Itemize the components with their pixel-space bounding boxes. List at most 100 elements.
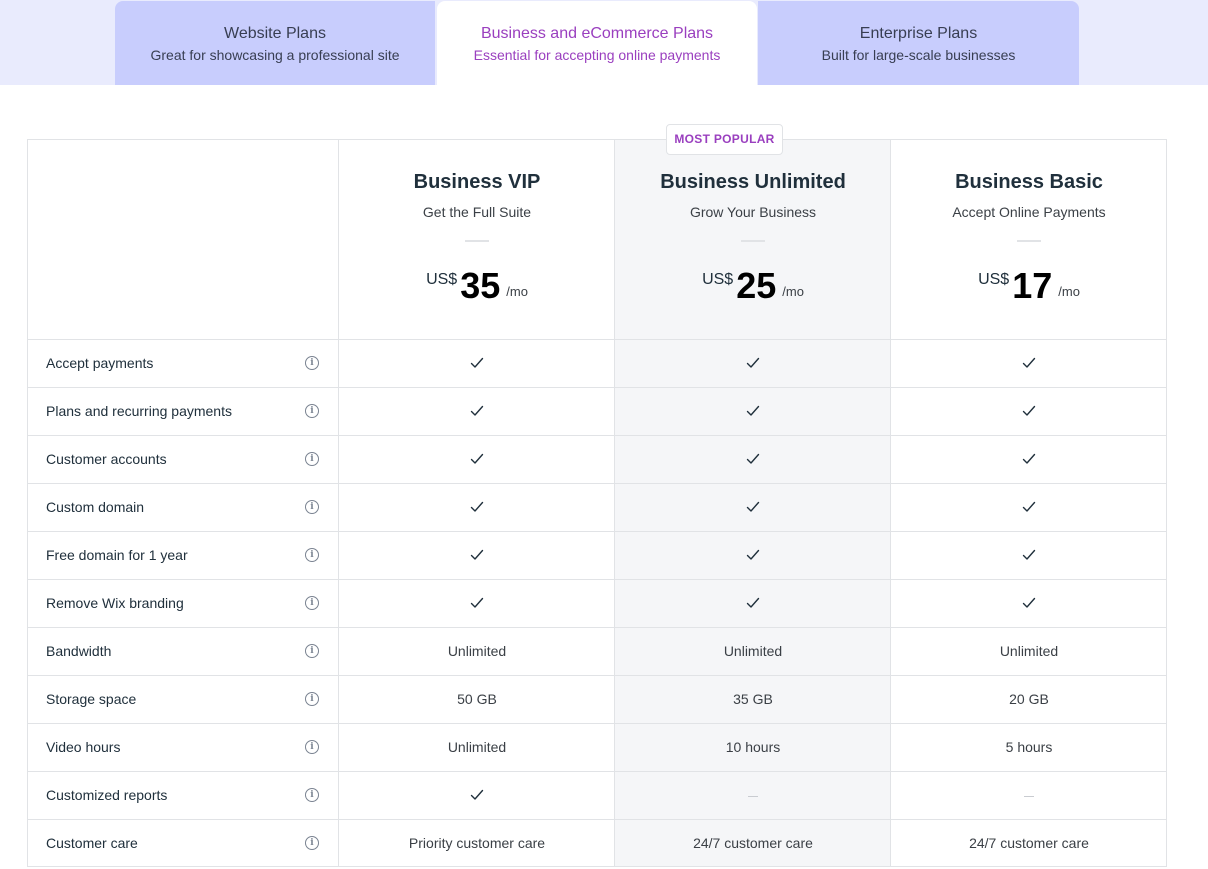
feature-value: Unlimited <box>447 643 507 659</box>
row-divider <box>28 771 1166 772</box>
column-divider <box>890 140 891 866</box>
price-amount: 25 <box>736 265 777 306</box>
price-currency: US$ <box>426 271 458 288</box>
info-icon[interactable]: i <box>305 500 319 514</box>
check-icon <box>891 387 1167 435</box>
check-icon <box>339 339 615 387</box>
check-icon <box>891 531 1167 579</box>
check-icon <box>891 435 1167 483</box>
feature-value: 20 GB <box>1009 691 1049 707</box>
price-amount: 17 <box>1012 265 1053 306</box>
feature-value: 5 hours <box>1005 739 1053 755</box>
column-divider <box>338 140 339 866</box>
tab-title: Business and eCommerce Plans <box>480 25 714 42</box>
column-divider <box>614 140 615 866</box>
info-icon[interactable]: i <box>305 692 319 706</box>
info-icon[interactable]: i <box>305 548 319 562</box>
feature-value: Unlimited <box>723 643 783 659</box>
check-icon <box>339 435 615 483</box>
check-icon <box>339 531 615 579</box>
feature-value: Unlimited <box>999 643 1059 659</box>
tab-subtitle: Essential for accepting online payments <box>473 47 721 63</box>
feature-value: 35 GB <box>733 691 773 707</box>
plan-comparison-table <box>27 139 1167 867</box>
check-icon <box>339 483 615 531</box>
check-icon <box>339 387 615 435</box>
plan-price: US$ 17 /mo <box>891 267 1167 305</box>
check-icon <box>891 339 1167 387</box>
feature-label: Customer care <box>46 835 138 851</box>
plan-name: Business Basic <box>955 171 1103 193</box>
plan-header-business-unlimited: Business Unlimited Grow Your Business US… <box>615 139 891 338</box>
price-period: /mo <box>506 284 528 299</box>
check-icon <box>339 579 615 627</box>
plan-tagline: Grow Your Business <box>689 204 817 220</box>
feature-value: Unlimited <box>447 739 507 755</box>
info-icon[interactable]: i <box>305 404 319 418</box>
price-period: /mo <box>1058 284 1080 299</box>
check-icon <box>615 531 891 579</box>
info-icon[interactable]: i <box>305 740 319 754</box>
feature-row: Custom domain i <box>28 483 1166 531</box>
row-divider <box>28 339 1166 340</box>
plan-price: US$ 35 /mo <box>339 267 615 305</box>
highlighted-plan-column <box>615 140 891 866</box>
check-icon <box>615 579 891 627</box>
feature-label: Accept payments <box>46 355 154 371</box>
feature-label: Remove Wix branding <box>46 595 184 611</box>
feature-row: Accept payments i <box>28 339 1166 387</box>
check-icon <box>615 483 891 531</box>
feature-label: Video hours <box>46 739 121 755</box>
plan-tagline: Get the Full Suite <box>422 204 532 220</box>
feature-row: Customer accounts i <box>28 435 1166 483</box>
row-divider <box>28 483 1166 484</box>
feature-row: Bandwidth i Unlimited Unlimited Unlimited <box>28 627 1166 675</box>
info-icon[interactable]: i <box>305 356 319 370</box>
feature-row: Plans and recurring payments i <box>28 387 1166 435</box>
info-icon[interactable]: i <box>305 452 319 466</box>
row-divider <box>28 819 1166 820</box>
feature-row: Video hours i Unlimited 10 hours 5 hours <box>28 723 1166 771</box>
tab-subtitle: Built for large-scale businesses <box>821 47 1016 63</box>
row-divider <box>28 579 1166 580</box>
plan-divider <box>741 240 765 242</box>
feature-label: Customized reports <box>46 787 168 803</box>
row-divider <box>28 675 1166 676</box>
tab-business-ecommerce-plans[interactable]: Business and eCommerce Plans Essential f… <box>437 1 757 85</box>
row-divider <box>28 627 1166 628</box>
feature-value: 10 hours <box>725 739 781 755</box>
info-icon[interactable]: i <box>305 644 319 658</box>
row-divider <box>28 387 1166 388</box>
info-icon[interactable]: i <box>305 836 319 850</box>
dash-icon <box>891 771 1167 819</box>
plan-tagline: Accept Online Payments <box>952 204 1106 220</box>
plan-name: Business VIP <box>413 171 541 193</box>
check-icon <box>891 483 1167 531</box>
price-period: /mo <box>782 284 804 299</box>
row-divider <box>28 723 1166 724</box>
feature-row: Remove Wix branding i <box>28 579 1166 627</box>
tab-title: Enterprise Plans <box>859 25 978 42</box>
price-currency: US$ <box>978 271 1010 288</box>
feature-row: Storage space i 50 GB 35 GB 20 GB <box>28 675 1166 723</box>
plan-price: US$ 25 /mo <box>615 267 891 305</box>
tab-enterprise-plans[interactable]: Enterprise Plans Built for large-scale b… <box>758 1 1079 85</box>
plan-divider <box>1017 240 1041 242</box>
info-icon[interactable]: i <box>305 788 319 802</box>
plan-header-business-basic: Business Basic Accept Online Payments US… <box>891 139 1167 338</box>
check-icon <box>891 579 1167 627</box>
feature-value: 24/7 customer care <box>969 835 1089 851</box>
row-divider <box>28 435 1166 436</box>
tab-website-plans[interactable]: Website Plans Great for showcasing a pro… <box>115 1 435 85</box>
feature-label: Plans and recurring payments <box>46 403 232 419</box>
row-divider <box>28 531 1166 532</box>
check-icon <box>339 771 615 819</box>
info-icon[interactable]: i <box>305 596 319 610</box>
tab-subtitle: Great for showcasing a professional site <box>150 47 400 63</box>
feature-label: Custom domain <box>46 499 145 515</box>
plan-category-tabs: Website Plans Great for showcasing a pro… <box>0 0 1208 85</box>
check-icon <box>615 387 891 435</box>
plan-divider <box>465 240 489 242</box>
plan-name: Business Unlimited <box>660 171 846 193</box>
feature-value: 24/7 customer care <box>693 835 813 851</box>
